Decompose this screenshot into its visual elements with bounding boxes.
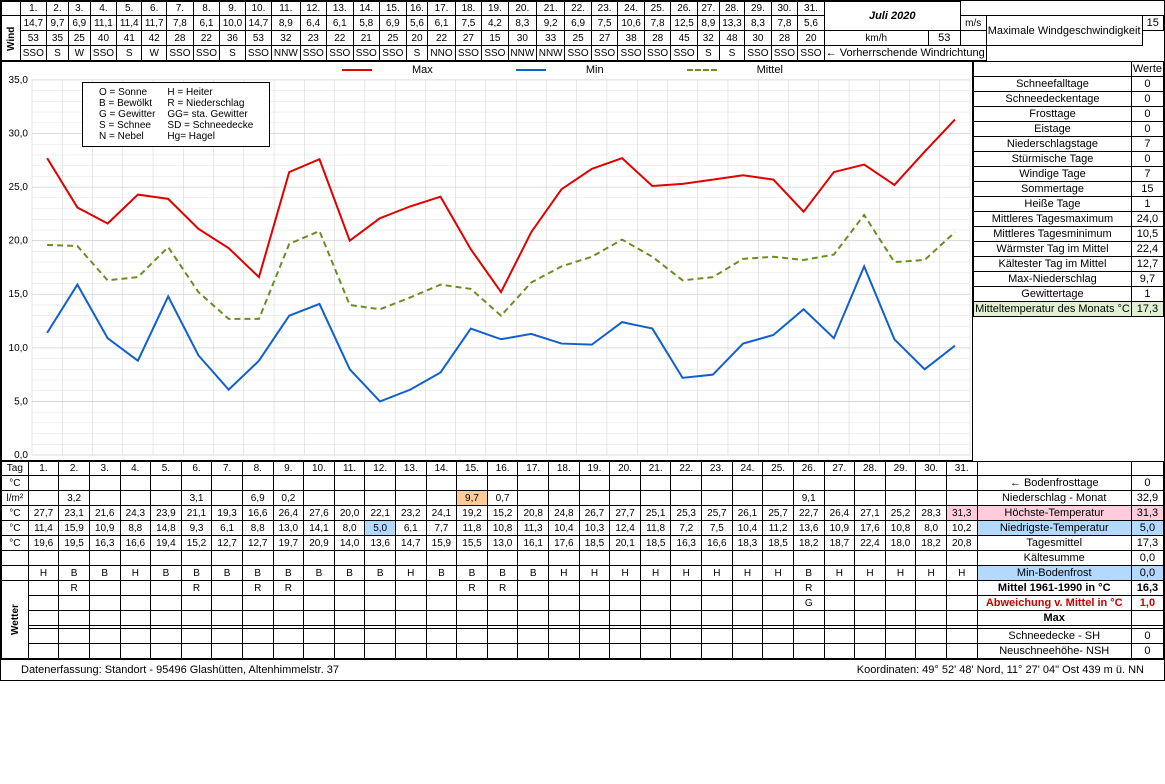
- day-header: 22.: [565, 2, 592, 16]
- temperature-chart: Max Min Mittel O = SonneH = HeiterB = Be…: [1, 61, 973, 461]
- title: Juli 2020: [824, 2, 960, 31]
- day-header: 3.: [68, 2, 90, 16]
- svg-text:30,0: 30,0: [9, 129, 29, 140]
- day-header: 2.: [47, 2, 69, 16]
- data-table: Tag1.2.3.4.5.6.7.8.9.10.11.12.13.14.15.1…: [1, 461, 1164, 659]
- day-header: 20.: [508, 2, 536, 16]
- footer: Datenerfassung: Standort - 95496 Glashüt…: [1, 659, 1164, 680]
- day-header: 29.: [745, 2, 772, 16]
- day-header: 12.: [300, 2, 327, 16]
- day-header: 19.: [482, 2, 509, 16]
- day-header: 21.: [537, 2, 565, 16]
- day-header: 15.: [380, 2, 407, 16]
- day-header: 24.: [618, 2, 645, 16]
- day-header: 18.: [455, 2, 482, 16]
- day-header: 8.: [193, 2, 220, 16]
- day-header: 6.: [142, 2, 167, 16]
- day-header: 23.: [591, 2, 618, 16]
- svg-text:0,0: 0,0: [14, 450, 28, 460]
- day-header: 7.: [167, 2, 194, 16]
- wind-table: 1.2.3.4.5.6.7.8.9.10.11.12.13.14.15.16.1…: [1, 1, 1164, 61]
- day-header: 11.: [272, 2, 300, 16]
- day-header: 9.: [220, 2, 245, 16]
- svg-text:35,0: 35,0: [9, 75, 29, 86]
- day-header: 31.: [798, 2, 825, 16]
- day-header: 27.: [697, 2, 719, 16]
- day-header: 14.: [353, 2, 380, 16]
- day-header: 16.: [406, 2, 428, 16]
- day-header: 17.: [428, 2, 455, 16]
- day-header: 4.: [90, 2, 117, 16]
- svg-text:15,0: 15,0: [9, 289, 29, 300]
- svg-text:10,0: 10,0: [9, 343, 29, 354]
- day-header: 1.: [20, 2, 47, 16]
- day-header: 13.: [327, 2, 354, 16]
- svg-text:25,0: 25,0: [9, 182, 29, 193]
- day-header: 30.: [771, 2, 798, 16]
- legend-codes: O = SonneH = HeiterB = BewölktR = Nieder…: [82, 82, 270, 147]
- wind-label: Wind: [2, 16, 21, 61]
- day-header: 25.: [644, 2, 671, 16]
- svg-text:5,0: 5,0: [14, 396, 28, 407]
- svg-text:20,0: 20,0: [9, 236, 29, 247]
- stats-table: WerteSchneefalltage0Schneedeckentage0Fro…: [973, 61, 1164, 317]
- day-header: 10.: [245, 2, 272, 16]
- day-header: 26.: [671, 2, 698, 16]
- day-header: 5.: [117, 2, 142, 16]
- day-header: 28.: [719, 2, 744, 16]
